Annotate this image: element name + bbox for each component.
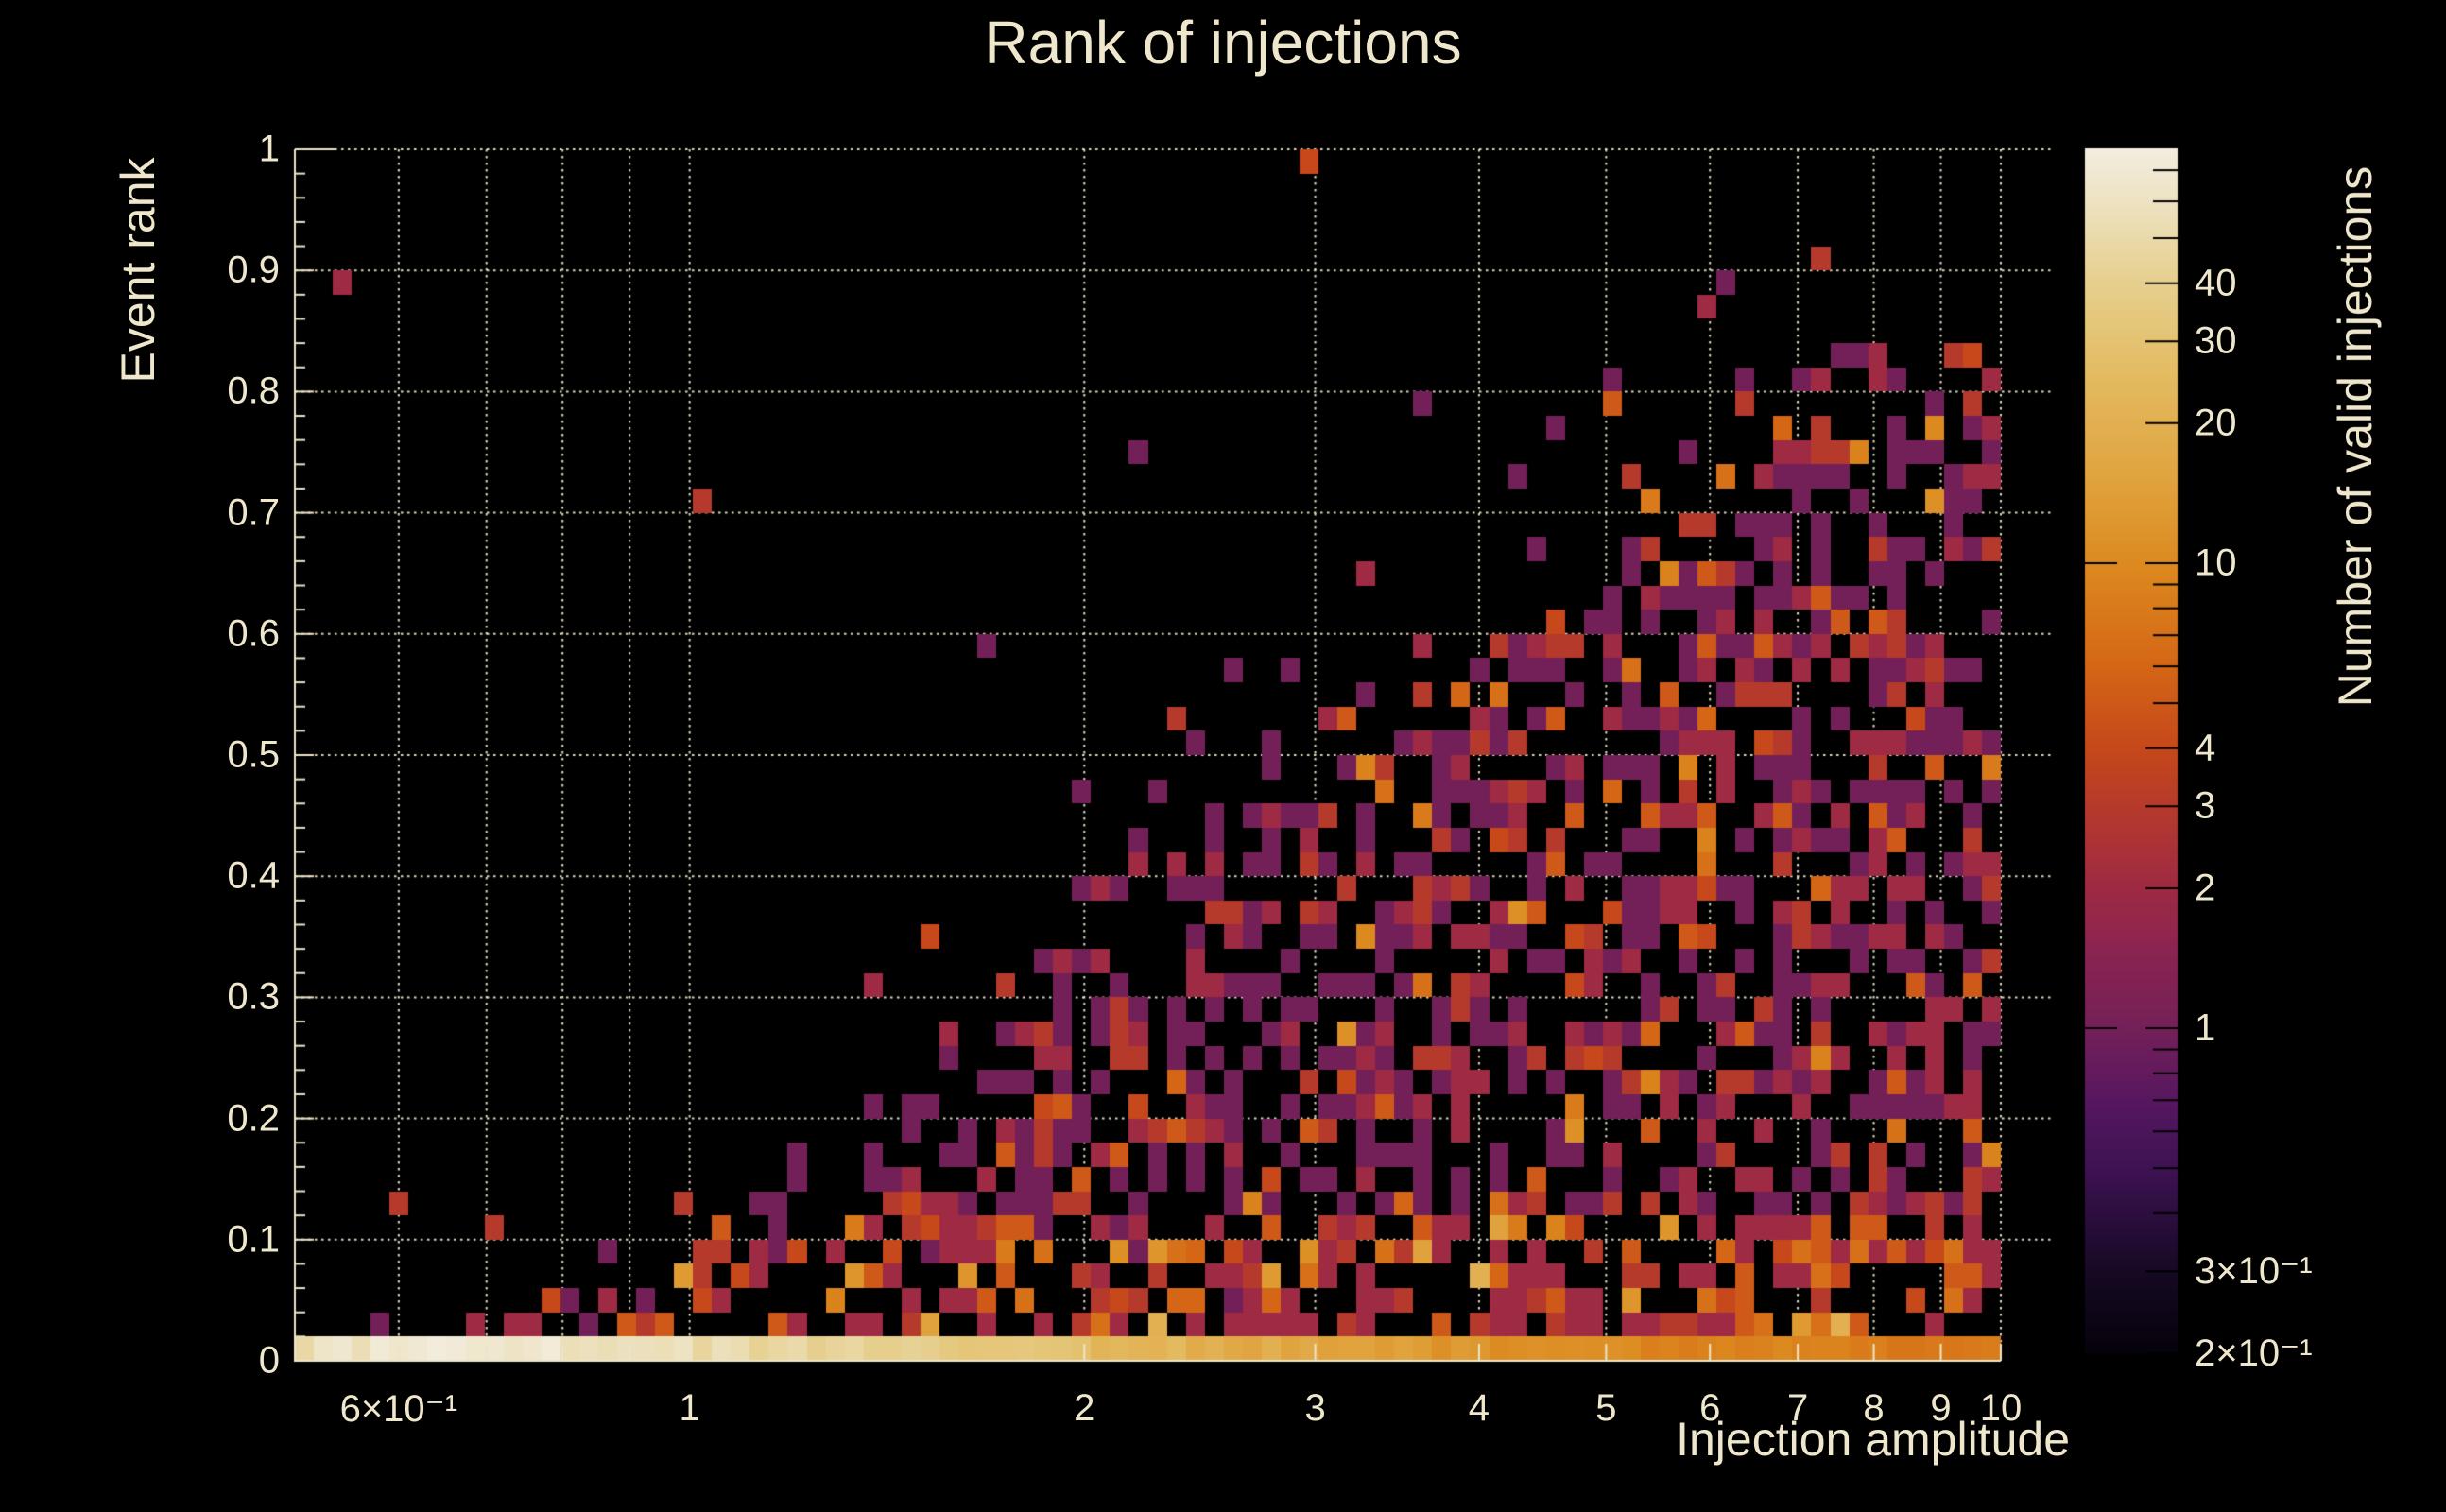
- colorbar-tick-label: 20: [2195, 402, 2237, 444]
- y-tick-label: 0.4: [227, 854, 280, 897]
- x-tick-label: 2: [1074, 1387, 1095, 1429]
- y-tick-label: 0.5: [227, 733, 280, 776]
- y-tick-label: 1: [258, 128, 280, 170]
- x-tick-label: 8: [1863, 1387, 1885, 1429]
- colorbar-tick-label: 30: [2195, 319, 2237, 362]
- x-axis-title: Injection amplitude: [1676, 1413, 2070, 1466]
- y-tick-label: 0.8: [227, 369, 280, 412]
- colorbar-tick-label: 3×10⁻¹: [2195, 1250, 2313, 1293]
- x-tick-label: 10: [1979, 1387, 2023, 1429]
- y-tick-label: 0.1: [227, 1218, 280, 1261]
- z-axis-title: Number of valid injections: [2329, 165, 2382, 708]
- x-tick-label: 1: [679, 1387, 700, 1429]
- colorbar-tick-label: 40: [2195, 262, 2237, 304]
- x-tick-label: 4: [1468, 1387, 1490, 1429]
- y-tick-label: 0.7: [227, 491, 280, 534]
- y-tick-label: 0.6: [227, 612, 280, 655]
- x-tick-label: 6: [1699, 1387, 1721, 1429]
- colorbar-tick-label: 3: [2195, 784, 2216, 827]
- y-tick-label: 0: [258, 1339, 280, 1382]
- x-tick-label: 3: [1304, 1387, 1326, 1429]
- colorbar-tick-label: 2×10⁻¹: [2195, 1332, 2313, 1374]
- colorbar-tick-label: 1: [2195, 1006, 2216, 1049]
- y-tick-label: 0.3: [227, 975, 280, 1018]
- x-tick-label: 6×10⁻¹: [339, 1388, 458, 1430]
- x-tick-label: 9: [1930, 1387, 1952, 1429]
- y-tick-label: 0.9: [227, 249, 280, 291]
- colorbar-tick-label: 2: [2195, 867, 2216, 909]
- y-tick-label: 0.2: [227, 1097, 280, 1140]
- colorbar-tick-label: 10: [2195, 541, 2237, 584]
- colorbar-tick-label: 4: [2195, 727, 2216, 769]
- x-tick-label: 5: [1595, 1387, 1617, 1429]
- page-title: Rank of injections: [984, 9, 1462, 77]
- x-tick-label: 7: [1786, 1387, 1809, 1429]
